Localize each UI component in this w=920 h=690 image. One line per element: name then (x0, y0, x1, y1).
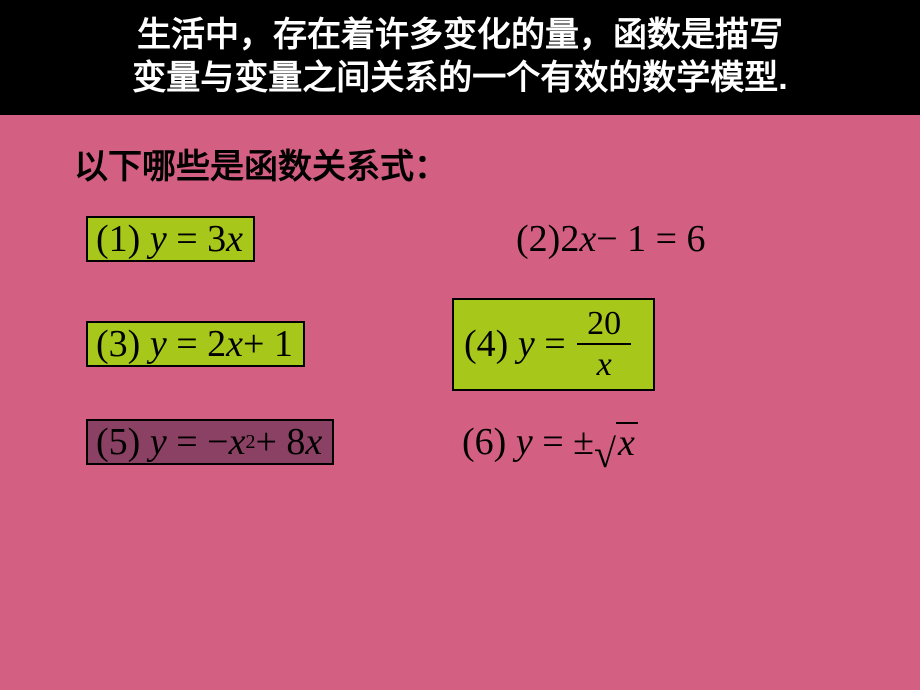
equation-4: (4) y = 20 x (464, 304, 633, 385)
sqrt: √ x (594, 422, 638, 462)
cell-5: (5) y = −x2 + 8x (86, 419, 416, 465)
equation-row: (1) y = 3x (2) 2x − 1 = 6 (0, 216, 920, 262)
var-x: x (229, 423, 246, 461)
var-y: y (516, 423, 533, 461)
equals: = (533, 423, 573, 461)
coef: 3 (207, 220, 226, 258)
var-x: x (226, 220, 243, 258)
eq-label: (3) (96, 325, 140, 363)
cell-1: (1) y = 3x (86, 216, 416, 262)
coef: 2 (560, 220, 579, 258)
plus-minus: ± (573, 423, 594, 461)
equals: = (167, 220, 207, 258)
var-x: x (579, 220, 596, 258)
var-x2: x (305, 423, 322, 461)
formula-box-5: (5) y = −x2 + 8x (86, 419, 334, 465)
prompt-text: 以下哪些是函数关系式： (74, 139, 920, 188)
formula-6: (6) y = ± √ x (452, 420, 648, 464)
tail: + 1 (243, 325, 293, 363)
equals: = (167, 325, 207, 363)
tail: + 8 (255, 423, 305, 461)
cell-3: (3) y = 2x + 1 (86, 321, 416, 367)
equation-2: (2) 2x − 1 = 6 (516, 220, 706, 258)
var-y: y (518, 325, 535, 363)
eq-label: (4) (464, 325, 508, 363)
radical-sign: √ (594, 441, 616, 467)
var-x: x (226, 325, 243, 363)
cell-2: (2) 2x − 1 = 6 (506, 218, 716, 260)
formula-box-3: (3) y = 2x + 1 (86, 321, 305, 367)
equals: = − (167, 423, 229, 461)
eq-label: (6) (462, 423, 506, 461)
equation-row: (5) y = −x2 + 8x (6) y = ± √ x (0, 419, 920, 465)
eq-label: (1) (96, 220, 140, 258)
denominator: x (593, 345, 616, 384)
formula-box-1: (1) y = 3x (86, 216, 255, 262)
header-line-2: 变量与变量之间关系的一个有效的数学模型. (10, 57, 910, 100)
equation-3: (3) y = 2x + 1 (96, 325, 293, 363)
var-y: y (150, 423, 167, 461)
coef: 2 (207, 325, 226, 363)
numerator: 20 (583, 304, 625, 343)
var-y: y (150, 325, 167, 363)
header-line-1: 生活中，存在着许多变化的量，函数是描写 (10, 14, 910, 57)
fraction: 20 x (577, 304, 631, 385)
equation-5: (5) y = −x2 + 8x (96, 423, 322, 461)
formula-box-4: (4) y = 20 x (452, 298, 655, 391)
cell-6: (6) y = ± √ x (452, 420, 648, 464)
equals: = (535, 325, 575, 363)
tail: − 1 = 6 (596, 220, 705, 258)
var-y: y (150, 220, 167, 258)
formula-2: (2) 2x − 1 = 6 (506, 218, 716, 260)
eq-label: (5) (96, 423, 140, 461)
equation-6: (6) y = ± √ x (462, 422, 638, 462)
header-bar: 生活中，存在着许多变化的量，函数是描写 变量与变量之间关系的一个有效的数学模型. (0, 0, 920, 115)
cell-4: (4) y = 20 x (452, 298, 655, 391)
radicand: x (616, 422, 638, 462)
equation-grid: (1) y = 3x (2) 2x − 1 = 6 ( (0, 216, 920, 465)
eq-label: (2) (516, 220, 560, 258)
equation-row: (3) y = 2x + 1 (4) y = 20 (0, 298, 920, 391)
equation-1: (1) y = 3x (96, 220, 243, 258)
